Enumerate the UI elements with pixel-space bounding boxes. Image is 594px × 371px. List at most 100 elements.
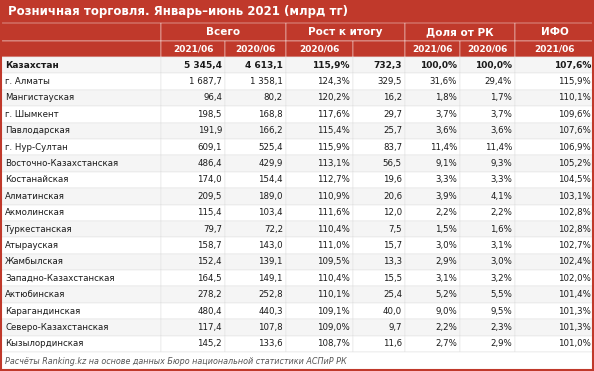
Bar [161, 41, 225, 57]
Text: 2,9%: 2,9% [435, 257, 457, 266]
Text: 1 358,1: 1 358,1 [250, 77, 283, 86]
Bar [515, 73, 594, 90]
Text: 164,5: 164,5 [197, 274, 222, 283]
Text: 143,0: 143,0 [258, 241, 283, 250]
Text: 2021/06: 2021/06 [534, 45, 575, 53]
Bar [353, 139, 405, 155]
Bar [225, 237, 286, 254]
Text: Всего: Всего [207, 27, 241, 37]
Bar [515, 172, 594, 188]
Text: 158,7: 158,7 [197, 241, 222, 250]
Bar [161, 23, 286, 41]
Bar [515, 319, 594, 336]
Bar [405, 188, 460, 204]
Text: 2,2%: 2,2% [435, 208, 457, 217]
Bar [353, 90, 405, 106]
Text: 110,4%: 110,4% [317, 274, 350, 283]
Bar [405, 122, 460, 139]
Text: ИФО: ИФО [541, 27, 568, 37]
Text: Розничная торговля. Январь–июнь 2021 (млрд тг): Розничная торговля. Январь–июнь 2021 (мл… [8, 6, 348, 19]
Bar [460, 270, 515, 286]
Text: 115,9%: 115,9% [558, 77, 591, 86]
Bar [460, 155, 515, 172]
Text: 104,5%: 104,5% [558, 175, 591, 184]
Bar [353, 188, 405, 204]
Text: 29,7: 29,7 [383, 110, 402, 119]
Bar [225, 155, 286, 172]
Bar [405, 221, 460, 237]
Text: 102,0%: 102,0% [558, 274, 591, 283]
Text: 25,7: 25,7 [383, 126, 402, 135]
Bar [515, 204, 594, 221]
Bar [225, 139, 286, 155]
Bar [225, 73, 286, 90]
Text: 486,4: 486,4 [197, 159, 222, 168]
Text: 109,6%: 109,6% [558, 110, 591, 119]
Bar [515, 303, 594, 319]
Text: 102,4%: 102,4% [558, 257, 591, 266]
Bar [405, 90, 460, 106]
Text: 429,9: 429,9 [258, 159, 283, 168]
Bar [286, 139, 353, 155]
Text: 56,5: 56,5 [383, 159, 402, 168]
Text: 9,5%: 9,5% [490, 306, 512, 315]
Text: 110,9%: 110,9% [317, 192, 350, 201]
Bar [515, 23, 594, 41]
Text: 15,5: 15,5 [383, 274, 402, 283]
Text: Атырауская: Атырауская [5, 241, 59, 250]
Text: 3,9%: 3,9% [435, 192, 457, 201]
Bar [353, 319, 405, 336]
Bar [460, 221, 515, 237]
Bar [286, 188, 353, 204]
Text: 7,5: 7,5 [388, 224, 402, 234]
Text: 102,8%: 102,8% [558, 224, 591, 234]
Bar [225, 90, 286, 106]
Text: 110,1%: 110,1% [317, 290, 350, 299]
Bar [1, 41, 161, 57]
Bar [286, 122, 353, 139]
Text: г. Шымкент: г. Шымкент [5, 110, 59, 119]
Text: 168,8: 168,8 [258, 110, 283, 119]
Bar [460, 319, 515, 336]
Bar [1, 286, 161, 303]
Bar [405, 204, 460, 221]
Bar [225, 204, 286, 221]
Bar [353, 172, 405, 188]
Text: 115,9%: 115,9% [317, 142, 350, 152]
Bar [225, 336, 286, 352]
Text: 154,4: 154,4 [258, 175, 283, 184]
Text: 110,1%: 110,1% [558, 93, 591, 102]
Bar [405, 237, 460, 254]
Bar [405, 286, 460, 303]
Text: 107,6%: 107,6% [558, 126, 591, 135]
Text: 3,0%: 3,0% [435, 241, 457, 250]
Bar [225, 188, 286, 204]
Bar [353, 237, 405, 254]
Text: 5 345,4: 5 345,4 [184, 61, 222, 70]
Bar [460, 139, 515, 155]
Bar [353, 221, 405, 237]
Bar [286, 23, 405, 41]
Text: 3,6%: 3,6% [490, 126, 512, 135]
Text: 5,5%: 5,5% [490, 290, 512, 299]
Bar [405, 41, 460, 57]
Bar [161, 139, 225, 155]
Bar [225, 221, 286, 237]
Text: 102,8%: 102,8% [558, 208, 591, 217]
Text: 124,3%: 124,3% [317, 77, 350, 86]
Bar [1, 270, 161, 286]
Bar [405, 23, 515, 41]
Text: Восточно-Казахстанская: Восточно-Казахстанская [5, 159, 118, 168]
Text: 83,7: 83,7 [383, 142, 402, 152]
Bar [460, 254, 515, 270]
Bar [286, 286, 353, 303]
Text: 72,2: 72,2 [264, 224, 283, 234]
Bar [515, 254, 594, 270]
Bar [286, 237, 353, 254]
Text: 3,0%: 3,0% [490, 257, 512, 266]
Bar [161, 221, 225, 237]
Text: 440,3: 440,3 [258, 306, 283, 315]
Bar [515, 106, 594, 122]
Text: Мангистауская: Мангистауская [5, 93, 74, 102]
Bar [1, 254, 161, 270]
